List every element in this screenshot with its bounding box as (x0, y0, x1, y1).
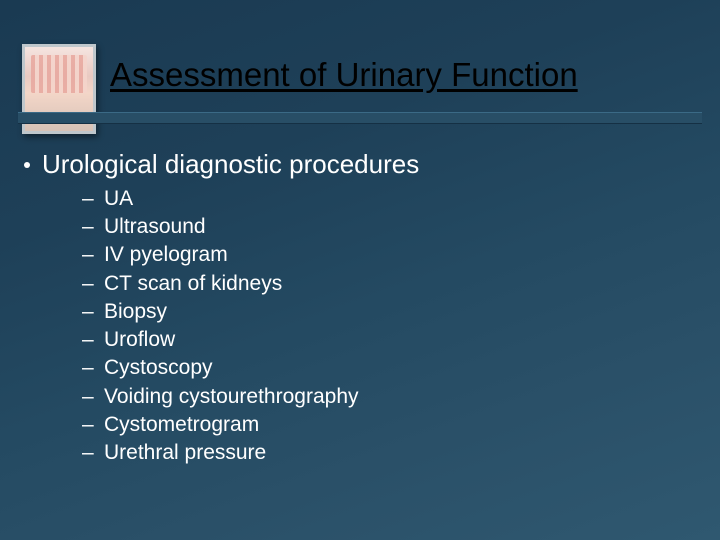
sub-bullet-text: CT scan of kidneys (104, 271, 282, 297)
sub-bullet-text: Uroflow (104, 327, 175, 353)
sub-bullet-text: Biopsy (104, 299, 167, 325)
title-rule (18, 112, 702, 124)
dash-icon: – (82, 299, 94, 325)
sub-bullet-text: Cystometrogram (104, 412, 259, 438)
dash-icon: – (82, 440, 94, 466)
sub-bullet-text: UA (104, 186, 133, 212)
sub-bullet-text: IV pyelogram (104, 242, 228, 268)
sub-bullet-item: –Cystoscopy (82, 355, 720, 381)
sub-bullet-list: –UA–Ultrasound–IV pyelogram–CT scan of k… (24, 186, 720, 467)
sub-bullet-text: Urethral pressure (104, 440, 266, 466)
sub-bullet-item: –Urethral pressure (82, 440, 720, 466)
slide-title: Assessment of Urinary Function (110, 56, 578, 94)
dash-icon: – (82, 355, 94, 381)
dash-icon: – (82, 242, 94, 268)
sub-bullet-item: –Biopsy (82, 299, 720, 325)
sub-bullet-text: Cystoscopy (104, 355, 213, 381)
bullet-dot-icon (24, 162, 30, 168)
sub-bullet-item: –Ultrasound (82, 214, 720, 240)
dash-icon: – (82, 327, 94, 353)
sub-bullet-text: Voiding cystourethrography (104, 384, 359, 410)
bullet-level1: Urological diagnostic procedures (24, 150, 720, 180)
sub-bullet-item: –IV pyelogram (82, 242, 720, 268)
slide-body: Urological diagnostic procedures –UA–Ult… (0, 150, 720, 468)
sub-bullet-item: –Voiding cystourethrography (82, 384, 720, 410)
sub-bullet-item: –CT scan of kidneys (82, 271, 720, 297)
sub-bullet-item: –UA (82, 186, 720, 212)
sub-bullet-item: –Uroflow (82, 327, 720, 353)
dash-icon: – (82, 214, 94, 240)
dash-icon: – (82, 271, 94, 297)
dash-icon: – (82, 412, 94, 438)
sub-bullet-item: –Cystometrogram (82, 412, 720, 438)
slide-header: Assessment of Urinary Function (0, 0, 720, 130)
sub-bullet-text: Ultrasound (104, 214, 206, 240)
dash-icon: – (82, 384, 94, 410)
slide: Assessment of Urinary Function Urologica… (0, 0, 720, 540)
dash-icon: – (82, 186, 94, 212)
level1-text: Urological diagnostic procedures (42, 150, 419, 180)
